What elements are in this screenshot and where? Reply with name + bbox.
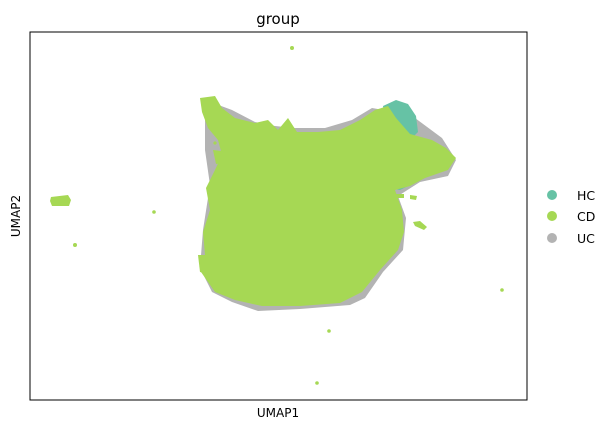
legend-item-hc: HC [547, 188, 595, 203]
legend-marker-uc [547, 233, 557, 243]
series-cd-outlier [327, 329, 331, 333]
series-cd-outlier-right [413, 221, 427, 230]
legend-label-cd: CD [577, 209, 595, 224]
series-cd-outlier-left [50, 195, 71, 206]
series-cd-edge-bottom [198, 255, 215, 275]
series-cd-outlier [290, 46, 294, 50]
series-cd-outlier-right [396, 194, 404, 198]
series-cd-outlier [73, 243, 77, 247]
legend: HC CD UC [547, 188, 595, 246]
legend-marker-cd [547, 211, 557, 221]
series-hc-cluster [383, 100, 418, 140]
x-axis-label: UMAP1 [257, 406, 299, 420]
chart-title: group [256, 10, 300, 28]
series-cd-outlier [315, 381, 319, 385]
scatter-points [50, 46, 504, 385]
legend-item-cd: CD [547, 209, 595, 224]
series-cd-edge-left [213, 150, 232, 164]
y-axis-label: UMAP2 [9, 195, 23, 237]
series-cd-outlier-right [410, 195, 417, 200]
series-cd-outlier [152, 210, 156, 214]
legend-item-uc: UC [547, 231, 595, 246]
legend-label-hc: HC [577, 188, 595, 203]
legend-label-uc: UC [577, 231, 595, 246]
series-cd-outlier [500, 288, 504, 292]
series-cd-outlier [213, 141, 217, 145]
series-cd-cluster [200, 96, 456, 306]
legend-marker-hc [547, 190, 557, 200]
